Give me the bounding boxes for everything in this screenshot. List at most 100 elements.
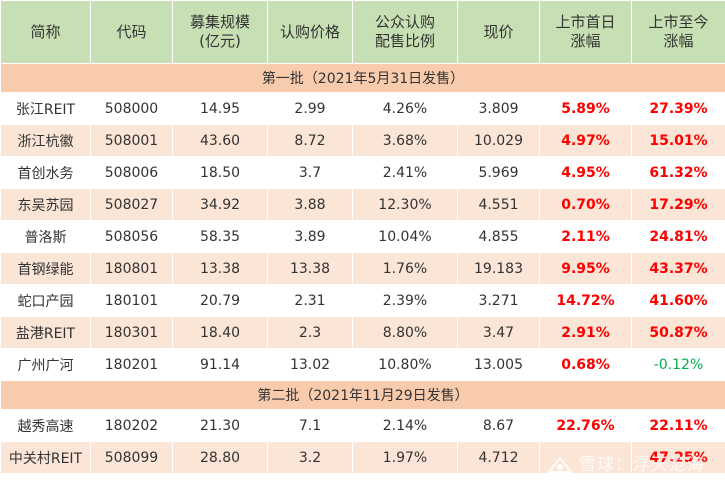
cell-day1: 22.76%	[539, 409, 632, 442]
section-row: 第一批（2021年5月31日发售）	[0, 63, 725, 93]
header-row: 简称 代码 募集规模 (亿元) 认购价格 公众认购 配售比例 现价 上市首日 涨幅 上市至今 涨幅	[0, 0, 725, 64]
cell-day1: 4.95%	[539, 156, 632, 189]
cell-day1: 0.70%	[539, 188, 632, 221]
cell-name: 首创水务	[0, 156, 91, 189]
cell-total: -0.12%	[631, 348, 725, 381]
cell-total: 24.81%	[631, 220, 725, 253]
cell-name: 首钢绿能	[0, 252, 91, 285]
cell-price: 3.7	[267, 156, 353, 189]
cell-code: 180101	[90, 284, 173, 317]
cell-current: 13.005	[457, 348, 540, 381]
cell-size: 21.30	[172, 409, 268, 442]
watermark: 雪球：浮天沧海	[546, 450, 705, 475]
cell-size: 58.35	[172, 220, 268, 253]
cell-day1: 5.89%	[539, 92, 632, 125]
cell-total: 27.39%	[631, 92, 725, 125]
cell-name: 浙江杭徽	[0, 124, 91, 157]
cell-total: 17.29%	[631, 188, 725, 221]
cell-current: 5.969	[457, 156, 540, 189]
cell-total: 43.37%	[631, 252, 725, 285]
cell-total: 47.25%	[631, 441, 725, 474]
table-row: 盐港REIT 180301 18.40 2.3 8.80% 3.47 2.91% 50.87%	[0, 316, 725, 349]
section-title: 第一批（2021年5月31日发售）	[0, 63, 725, 93]
cell-total: 61.32%	[631, 156, 725, 189]
cell-ratio: 1.76%	[352, 252, 458, 285]
cell-name: 张江REIT	[0, 92, 91, 125]
cell-current: 3.47	[457, 316, 540, 349]
cell-price: 7.1	[267, 409, 353, 442]
cell-ratio: 2.41%	[352, 156, 458, 189]
cell-name: 盐港REIT	[0, 316, 91, 349]
cell-ratio: 1.97%	[352, 441, 458, 474]
cell-name: 普洛斯	[0, 220, 91, 253]
cell-day1: 2.11%	[539, 220, 632, 253]
cell-size: 43.60	[172, 124, 268, 157]
table-row: 张江REIT 508000 14.95 2.99 4.26% 3.809 5.89% 27.3…	[0, 92, 725, 125]
header-price: 认购价格	[267, 0, 353, 64]
cell-day1: 9.95%	[539, 252, 632, 285]
table-row: 中关村REIT 508099 28.80 3.2 1.97% 4.712 47.25%	[0, 441, 725, 474]
cell-name: 蛇口产园	[0, 284, 91, 317]
cell-total: 50.87%	[631, 316, 725, 349]
cell-size: 91.14	[172, 348, 268, 381]
table-row: 广州广河 180201 91.14 13.02 10.80% 13.005 0.68% -0.…	[0, 348, 725, 381]
cell-size: 13.38	[172, 252, 268, 285]
cell-ratio: 8.80%	[352, 316, 458, 349]
cell-ratio: 4.26%	[352, 92, 458, 125]
table-row: 浙江杭徽 508001 43.60 8.72 3.68% 10.029 4.97% 15.01…	[0, 124, 725, 157]
cell-code: 508006	[90, 156, 173, 189]
table-row: 蛇口产园 180101 20.79 2.31 2.39% 3.271 14.72% 41.60…	[0, 284, 725, 317]
header-current: 现价	[457, 0, 540, 64]
cell-current: 4.855	[457, 220, 540, 253]
cell-day1	[539, 441, 632, 474]
cell-price: 3.2	[267, 441, 353, 474]
cell-price: 2.31	[267, 284, 353, 317]
cell-current: 10.029	[457, 124, 540, 157]
table-row: 首钢绿能 180801 13.38 13.38 1.76% 19.183 9.95% 43.3…	[0, 252, 725, 285]
table-row: 越秀高速 180202 21.30 7.1 2.14% 8.67 22.76% 22.11%	[0, 409, 725, 442]
cell-price: 3.89	[267, 220, 353, 253]
cell-size: 28.80	[172, 441, 268, 474]
watermark-text: 雪球：浮天沧海	[579, 455, 705, 475]
cell-price: 2.3	[267, 316, 353, 349]
cell-ratio: 10.80%	[352, 348, 458, 381]
cell-ratio: 3.68%	[352, 124, 458, 157]
cell-ratio: 2.14%	[352, 409, 458, 442]
cell-ratio: 2.39%	[352, 284, 458, 317]
cell-code: 508027	[90, 188, 173, 221]
header-total: 上市至今 涨幅	[631, 0, 725, 64]
table-row: 普洛斯 508056 58.35 3.89 10.04% 4.855 2.11% 24.81%	[0, 220, 725, 253]
cell-current: 19.183	[457, 252, 540, 285]
cell-code: 180202	[90, 409, 173, 442]
table-row: 东吴苏园 508027 34.92 3.88 12.30% 4.551 0.70% 17.29…	[0, 188, 725, 221]
cell-day1: 2.91%	[539, 316, 632, 349]
cell-code: 508099	[90, 441, 173, 474]
header-day1: 上市首日 涨幅	[539, 0, 632, 64]
cell-code: 180201	[90, 348, 173, 381]
cell-current: 3.271	[457, 284, 540, 317]
section-title: 第二批（2021年11月29日发售）	[0, 380, 725, 410]
cell-current: 3.809	[457, 92, 540, 125]
header-ratio: 公众认购 配售比例	[352, 0, 458, 64]
cell-code: 508056	[90, 220, 173, 253]
cell-size: 18.40	[172, 316, 268, 349]
header-code: 代码	[90, 0, 173, 64]
cell-name: 中关村REIT	[0, 441, 91, 474]
cell-current: 8.67	[457, 409, 540, 442]
cell-day1: 0.68%	[539, 348, 632, 381]
cell-size: 34.92	[172, 188, 268, 221]
cell-name: 东吴苏园	[0, 188, 91, 221]
cell-code: 508000	[90, 92, 173, 125]
cell-total: 41.60%	[631, 284, 725, 317]
cell-current: 4.551	[457, 188, 540, 221]
table-row: 首创水务 508006 18.50 3.7 2.41% 5.969 4.95% 61.32%	[0, 156, 725, 189]
cell-price: 8.72	[267, 124, 353, 157]
cell-name: 越秀高速	[0, 409, 91, 442]
section-row: 第二批（2021年11月29日发售）	[0, 380, 725, 410]
cell-price: 3.88	[267, 188, 353, 221]
cell-size: 20.79	[172, 284, 268, 317]
cell-day1: 4.97%	[539, 124, 632, 157]
snowball-logo-icon	[546, 456, 573, 473]
cell-day1: 14.72%	[539, 284, 632, 317]
